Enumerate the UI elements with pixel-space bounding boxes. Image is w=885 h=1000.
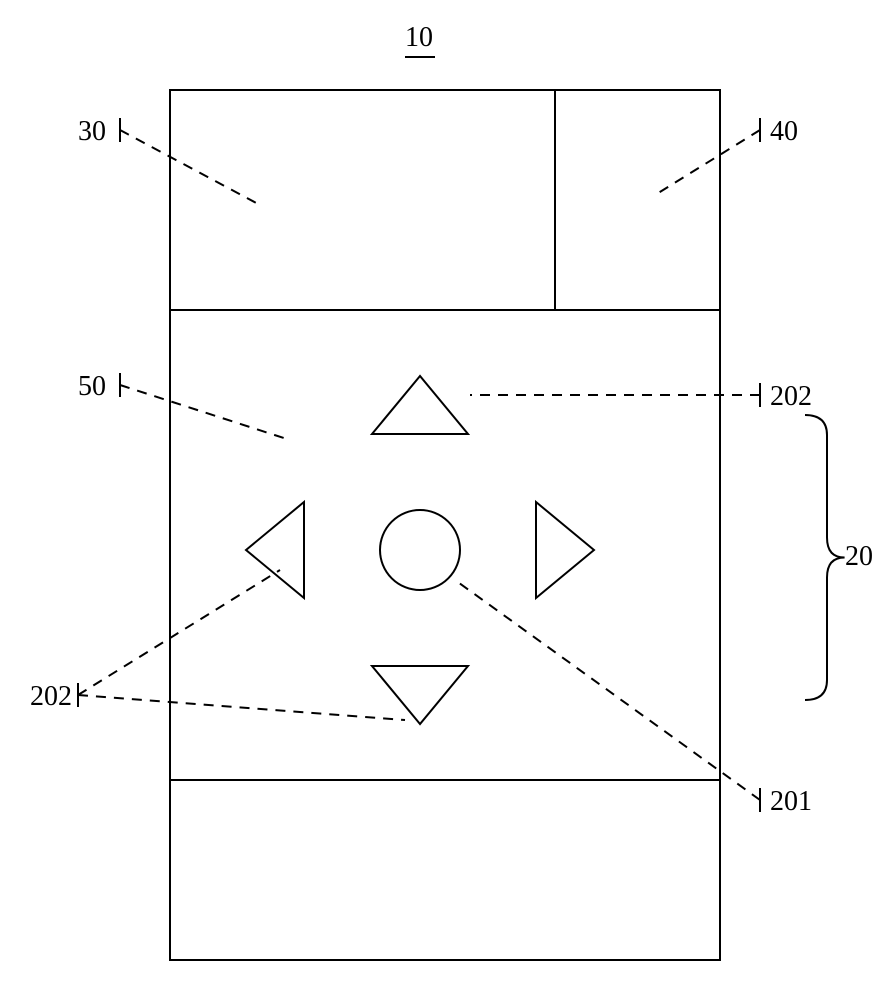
callout-label-50: 50 [78,371,106,403]
title-label: 10 [405,22,435,58]
callout-label-202-lower: 202 [30,681,72,713]
callout-label-40: 40 [770,116,798,148]
diagram-svg [0,0,885,1000]
callout-label-201: 201 [770,786,812,818]
callout-label-202-upper: 202 [770,381,812,413]
brace-label-20: 20 [845,541,873,573]
callout-label-30: 30 [78,116,106,148]
title-text: 10 [405,22,433,53]
